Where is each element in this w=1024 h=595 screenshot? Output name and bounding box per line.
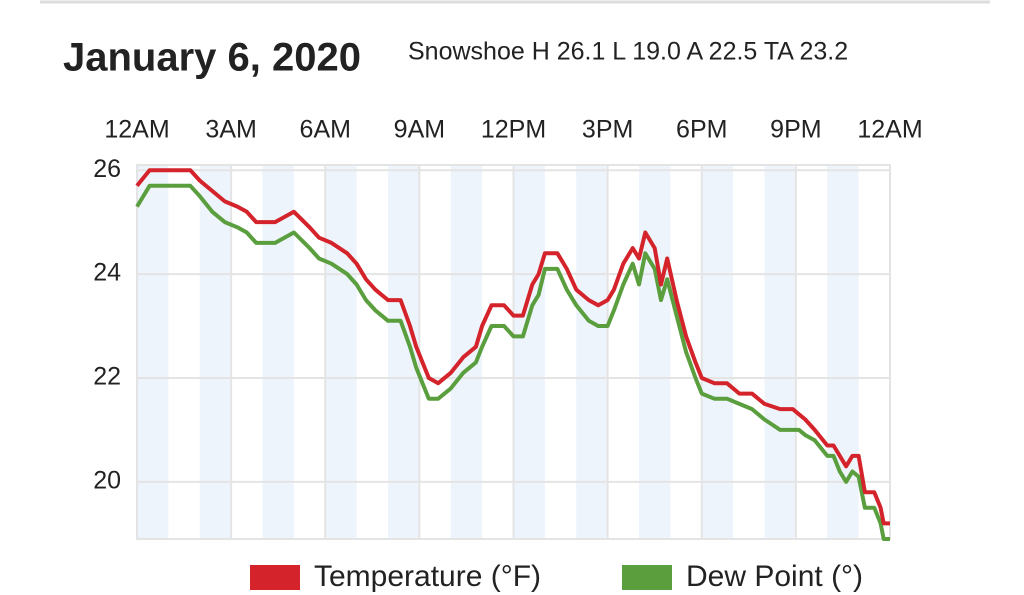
series-line xyxy=(135,168,890,526)
x-tick-label: 12AM xyxy=(104,116,169,144)
hour-band xyxy=(137,165,169,539)
hour-band xyxy=(325,165,357,539)
y-tick-label: 26 xyxy=(93,155,121,183)
x-tick-label: 3PM xyxy=(582,116,633,144)
x-tick-label: 3AM xyxy=(205,116,256,144)
hour-band xyxy=(576,165,608,539)
hour-band xyxy=(262,165,294,539)
x-tick-label: 6PM xyxy=(676,116,727,144)
x-tick-label: 12PM xyxy=(481,116,546,144)
chart-title: January 6, 2020 xyxy=(63,36,361,80)
hour-band xyxy=(450,165,483,539)
hour-band xyxy=(764,165,796,539)
y-tick-label: 20 xyxy=(93,466,121,494)
hour-band xyxy=(513,165,545,539)
series-line xyxy=(135,183,890,541)
y-tick-label: 24 xyxy=(93,259,121,287)
hour-band xyxy=(639,165,671,539)
legend-swatch xyxy=(250,565,300,590)
x-tick-label: 9AM xyxy=(394,116,445,144)
lines xyxy=(135,168,890,541)
legend-label: Temperature (°F) xyxy=(314,560,541,593)
y-tick-label: 22 xyxy=(93,363,121,391)
hour-band xyxy=(388,165,420,539)
x-tick-label: 9PM xyxy=(770,116,821,144)
x-tick-label: 6AM xyxy=(300,116,351,144)
chart-subtitle: Snowshoe H 26.1 L 19.0 A 22.5 TA 23.2 xyxy=(408,38,848,66)
legend-label: Dew Point (°) xyxy=(686,560,863,593)
hour-band xyxy=(827,165,859,539)
legend-swatch xyxy=(622,565,672,590)
hour-band xyxy=(701,165,734,539)
hour-band xyxy=(199,165,232,539)
labels: 20 22 24 26 12AM 3AM 6AM 9AM 12PM 3PM 6PM 9PM 12AM Te… xyxy=(93,116,922,593)
x-tick-label: 12AM xyxy=(857,116,922,144)
